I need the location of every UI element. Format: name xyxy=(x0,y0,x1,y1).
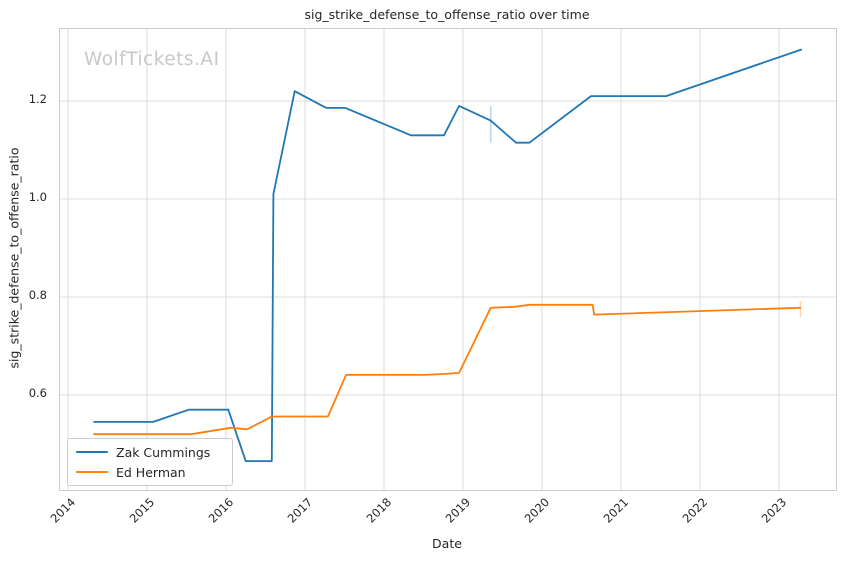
x-tick-label: 2021 xyxy=(600,495,631,526)
x-tick-label: 2023 xyxy=(758,495,789,526)
plot-area: WolfTickets.AI Zak Cummings Ed Herman xyxy=(59,28,837,491)
x-tick-label: 2019 xyxy=(442,495,473,526)
y-tick-label: 1.0 xyxy=(28,189,47,204)
y-tick-label: 1.2 xyxy=(28,92,47,107)
y-tick-label: 0.8 xyxy=(28,287,47,302)
legend-label: Ed Herman xyxy=(116,464,186,480)
watermark: WolfTickets.AI xyxy=(84,49,220,70)
chart-title: sig_strike_defense_to_offense_ratio over… xyxy=(304,7,590,22)
legend-line-swatch xyxy=(76,470,108,474)
legend-item: Zak Cummings xyxy=(76,445,224,460)
y-tick-label: 0.6 xyxy=(28,385,47,400)
x-tick-label: 2018 xyxy=(363,495,394,526)
x-tick-label: 2022 xyxy=(679,495,710,526)
x-tick-label: 2014 xyxy=(47,495,78,526)
x-tick-label: 2017 xyxy=(284,495,315,526)
x-axis-label: Date xyxy=(432,536,462,551)
series-line-ed-herman xyxy=(93,303,802,436)
series-line-zak-cummings xyxy=(93,48,803,463)
legend-line-swatch xyxy=(76,450,108,454)
x-tick-label: 2015 xyxy=(126,495,157,526)
y-axis-label: sig_strike_defense_to_offense_ratio xyxy=(6,147,22,369)
legend: Zak Cummings Ed Herman xyxy=(67,438,233,486)
x-tick-label: 2020 xyxy=(521,495,552,526)
plot-svg xyxy=(60,29,836,490)
legend-item: Ed Herman xyxy=(76,465,224,480)
x-tick-label: 2016 xyxy=(205,495,236,526)
legend-label: Zak Cummings xyxy=(116,444,211,460)
